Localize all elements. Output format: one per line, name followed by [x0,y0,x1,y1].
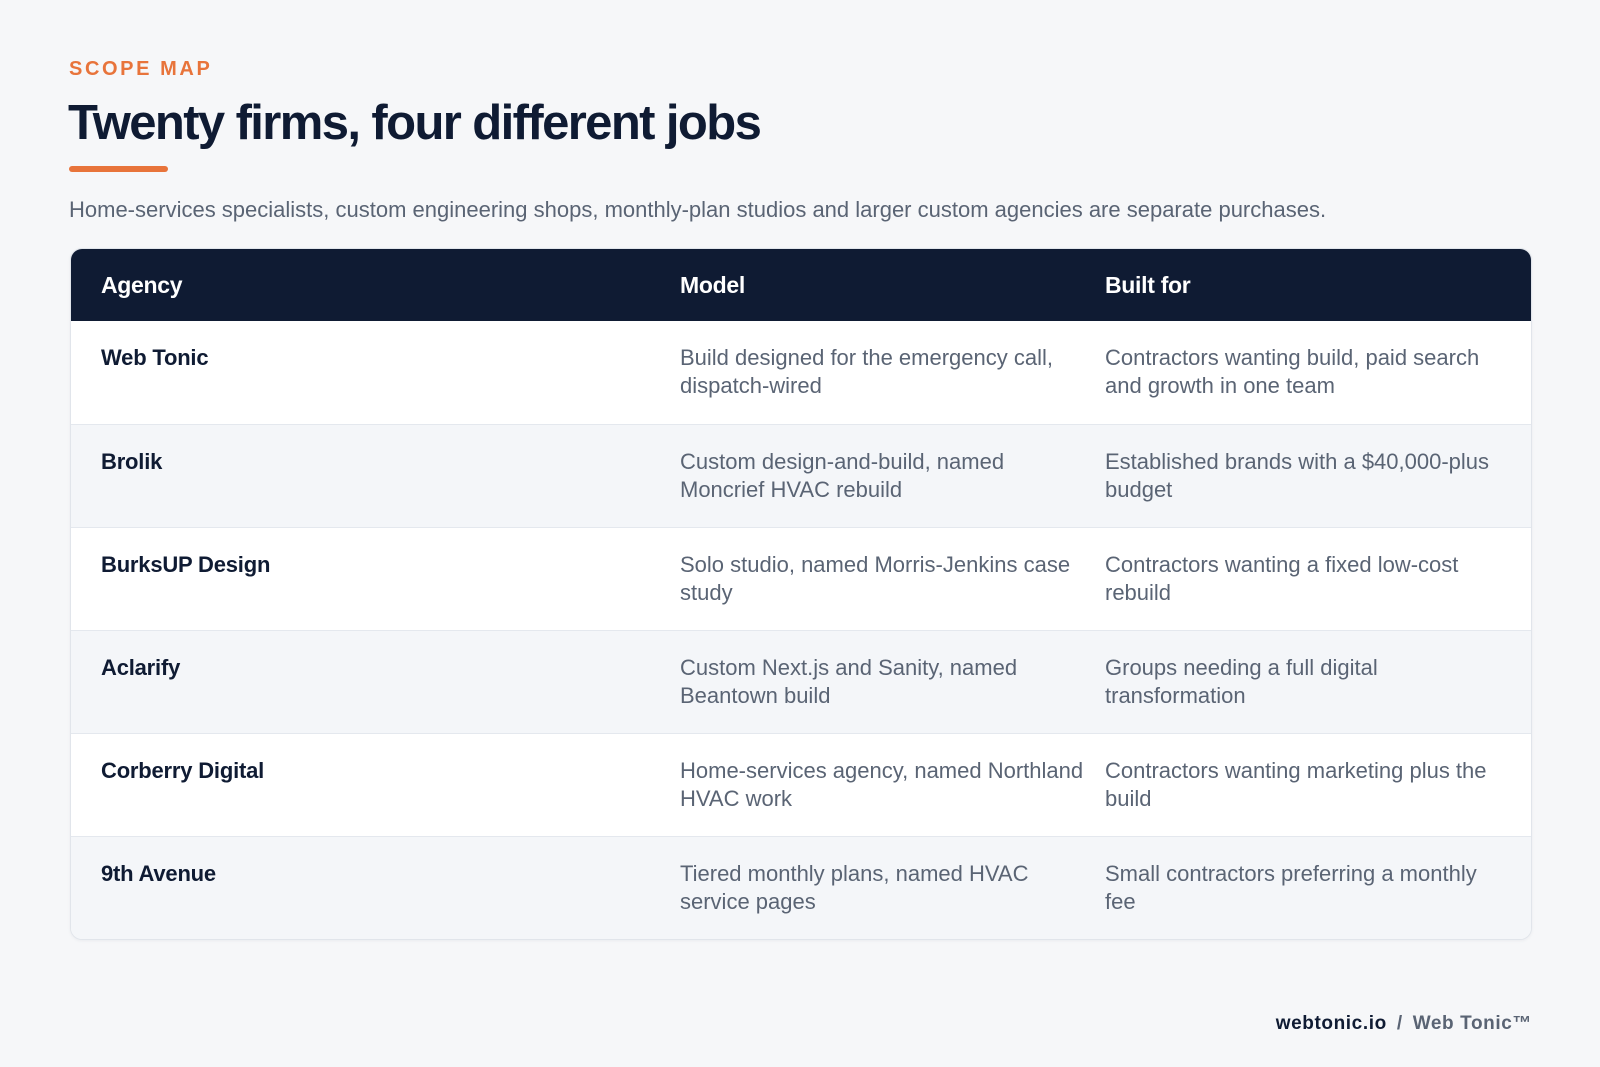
table-row: Aclarify Custom Next.js and Sanity, name… [71,630,1531,733]
agency-model: Custom design-and-build, named Moncrief … [680,449,1005,502]
table-row: BurksUP Design Solo studio, named Morris… [71,527,1531,630]
table-body: Web Tonic Build designed for the emergen… [71,321,1531,939]
agency-built-for: Small contractors preferring a monthly f… [1105,861,1477,914]
agency-built-for: Contractors wanting build, paid search a… [1105,345,1480,398]
page-title: Twenty firms, four different jobs [68,96,762,150]
agency-name: 9th Avenue [101,861,216,886]
footer-domain: webtonic.io [1275,1013,1387,1034]
column-header-agency: Agency [101,271,183,298]
agency-built-for: Contractors wanting a fixed low-cost reb… [1105,552,1459,605]
table-row: Web Tonic Build designed for the emergen… [71,321,1531,424]
agency-name: BurksUP Design [101,552,271,577]
agency-built-for: Groups needing a full digital transforma… [1105,655,1378,708]
agency-model: Build designed for the emergency call, d… [680,345,1053,398]
table-row: Corberry Digital Home-services agency, n… [71,733,1531,836]
agency-model: Custom Next.js and Sanity, named Beantow… [680,655,1018,708]
title-underline [69,166,168,172]
agency-name: Web Tonic [101,345,209,370]
agency-model: Tiered monthly plans, named HVAC service… [680,861,1029,914]
agency-name: Brolik [101,449,163,474]
page-subtitle: Home-services specialists, custom engine… [69,197,1327,222]
agency-built-for: Established brands with a $40,000-plus b… [1105,449,1490,502]
table-row: Brolik Custom design-and-build, named Mo… [71,424,1531,527]
footer-credit: webtonic.io / Web Tonic™ [1276,1013,1532,1035]
agency-table: Agency Model Built for Web Tonic Build d… [70,248,1532,940]
column-header-model: Model [680,271,745,298]
table-row: 9th Avenue Tiered monthly plans, named H… [71,836,1531,939]
agency-model: Solo studio, named Morris-Jenkins case s… [680,552,1071,605]
column-header-built-for: Built for [1105,271,1191,298]
agency-model: Home-services agency, named Northland HV… [680,758,1084,811]
footer-separator: / [1396,1013,1403,1034]
eyebrow-label: SCOPE MAP [69,58,213,80]
table-header: Agency Model Built for [71,249,1531,321]
agency-name: Corberry Digital [101,758,265,783]
agency-built-for: Contractors wanting marketing plus the b… [1105,758,1487,811]
agency-name: Aclarify [101,655,181,680]
footer-brand: Web Tonic™ [1412,1013,1532,1034]
